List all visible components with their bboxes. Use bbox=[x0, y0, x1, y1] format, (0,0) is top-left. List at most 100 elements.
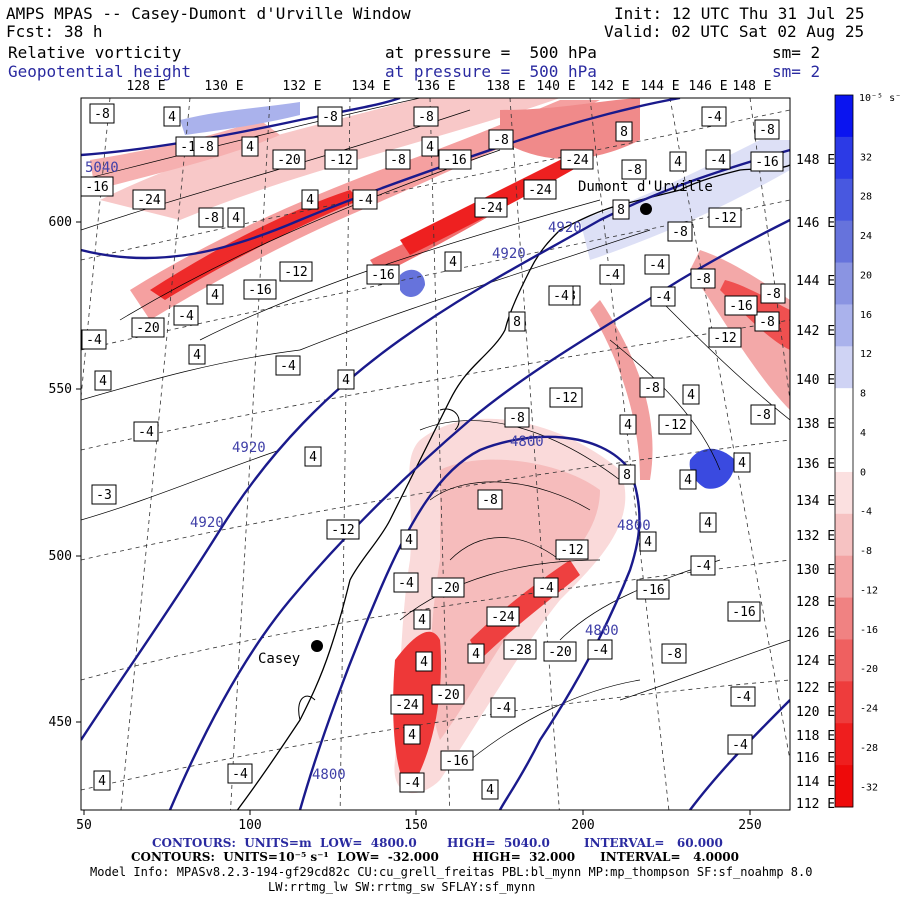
vorticity-label-frame bbox=[421, 136, 439, 157]
vorticity-label-box: 4 bbox=[163, 106, 181, 127]
vorticity-label-box: -16 bbox=[243, 279, 277, 300]
vorticity-label-box: 4 bbox=[337, 369, 355, 390]
vorticity-label-box: 4 bbox=[619, 414, 637, 435]
vorticity-label-frame bbox=[615, 121, 633, 142]
vorticity-label-box: -8 bbox=[504, 407, 530, 428]
vorticity-label-text: -16 bbox=[755, 155, 778, 170]
vorticity-label-text: -8 bbox=[644, 381, 660, 396]
vorticity-shade-6 bbox=[500, 98, 640, 159]
left-y-label: 450 bbox=[49, 715, 72, 730]
vorticity-label-text: 4 bbox=[418, 613, 426, 628]
vorticity-label-frame bbox=[658, 414, 692, 435]
vorticity-label-box: -24 bbox=[390, 694, 424, 715]
vorticity-label-box: -20 bbox=[131, 317, 165, 338]
colorbar-label: -20 bbox=[860, 664, 878, 675]
vorticity-label-frame bbox=[621, 159, 647, 180]
vorticity-label-box: -4 bbox=[727, 734, 753, 755]
vorticity-label-text: -24 bbox=[565, 153, 589, 168]
vorticity-label-box: -4 bbox=[587, 639, 613, 660]
parallel-line-6 bbox=[81, 109, 790, 261]
colorbar-swatch bbox=[835, 681, 853, 724]
right-lon-label: 122 E bbox=[796, 681, 835, 696]
vorticity-label-frame bbox=[754, 119, 780, 140]
vorticity-label-text: -4 bbox=[232, 767, 248, 782]
height-contour-5 bbox=[298, 435, 641, 810]
vorticity-label-text: -4 bbox=[604, 268, 620, 283]
vorticity-label-text: -28 bbox=[508, 643, 531, 658]
top-lon-label: 138 E bbox=[486, 79, 525, 94]
vorticity-label-box: -4 bbox=[227, 763, 253, 784]
vorticity-label-text: -4 bbox=[495, 701, 511, 716]
model-physics: LW:rrtmg_lw SW:rrtmg_sw SFLAY:sf_mynn bbox=[268, 880, 536, 894]
vorticity-label-frame bbox=[163, 106, 181, 127]
vorticity-label-box: -4 bbox=[599, 264, 625, 285]
vorticity-label-text: -8 bbox=[482, 493, 498, 508]
vorticity-label-frame bbox=[474, 197, 508, 218]
dumont-station-marker bbox=[640, 203, 652, 215]
vorticity-label-text: -8 bbox=[493, 133, 509, 148]
height-label: 4920 bbox=[548, 220, 582, 236]
vorticity-label-frame bbox=[730, 686, 756, 707]
meridian-line-3 bbox=[230, 98, 271, 810]
vorticity-shade-2 bbox=[130, 100, 600, 320]
vorticity-label-frame bbox=[587, 639, 613, 660]
vorticity-contour-13 bbox=[469, 679, 641, 761]
vorticity-label-frame bbox=[93, 770, 111, 791]
vorticity-label-box: -20 bbox=[431, 684, 465, 705]
vorticity-label-box: 8 bbox=[508, 311, 526, 332]
right-lon-label: 124 E bbox=[796, 654, 835, 669]
valid-time: Valid: 02 UTC Sat 02 Aug 25 bbox=[604, 22, 865, 41]
parallel-line-2 bbox=[81, 319, 790, 451]
vorticity-label-box: -8 bbox=[750, 404, 776, 425]
height-label: 4800 bbox=[585, 623, 619, 639]
vorticity-label-frame bbox=[690, 555, 716, 576]
field1-sm: sm= 2 bbox=[772, 43, 821, 62]
vorticity-label-frame bbox=[393, 572, 419, 593]
right-lon-label: 128 E bbox=[796, 595, 835, 610]
vorticity-label-frame bbox=[533, 577, 559, 598]
vorticity-label-text: 4 bbox=[420, 655, 428, 670]
colorbar-swatch bbox=[835, 178, 853, 222]
vorticity-label-frame bbox=[352, 189, 378, 210]
vorticity-label-box: -4 bbox=[548, 285, 574, 306]
vorticity-contour-10 bbox=[609, 339, 721, 471]
vorticity-label-text: -4 bbox=[357, 193, 373, 208]
right-lon-label: 130 E bbox=[796, 563, 835, 578]
dumont-station-label: Dumont d'Urville bbox=[578, 179, 713, 195]
vorticity-shade-16 bbox=[689, 448, 735, 489]
vorticity-label-box: -8 bbox=[754, 311, 780, 332]
right-lon-label: 136 E bbox=[796, 457, 835, 472]
vorticity-label-box: 4 bbox=[679, 469, 697, 490]
vorticity-label-box: -4 bbox=[650, 286, 676, 307]
vorticity-label-text: -8 bbox=[759, 315, 775, 330]
vorticity-label-frame bbox=[431, 684, 465, 705]
vorticity-label-text: -4 bbox=[695, 559, 711, 574]
vorticity-label-frame bbox=[724, 295, 758, 316]
vorticity-label-box: 4 bbox=[669, 151, 687, 172]
vorticity-label-box: -8 bbox=[198, 207, 224, 228]
vorticity-label-frame bbox=[503, 639, 537, 660]
vorticity-label-text: 4 bbox=[486, 783, 494, 798]
vorticity-label-box: -8 bbox=[690, 268, 716, 289]
colorbar-label: 12 bbox=[860, 349, 872, 360]
vorticity-label-box: 4 bbox=[93, 770, 111, 791]
colorbar-swatch bbox=[835, 639, 853, 682]
vorticity-label-text: 8 bbox=[620, 125, 628, 140]
init-time: Init: 12 UTC Thu 31 Jul 25 bbox=[614, 4, 865, 23]
vorticity-label-frame bbox=[488, 129, 514, 150]
height-contour-interval: INTERVAL= 60.000 bbox=[584, 836, 723, 850]
colorbar-label: -4 bbox=[860, 507, 872, 518]
vorticity-label-frame bbox=[733, 452, 751, 473]
vorticity-label-frame bbox=[708, 327, 742, 348]
vorticity-contour-15 bbox=[81, 349, 301, 401]
vorticity-label-frame bbox=[413, 609, 431, 630]
colorbar-swatch bbox=[835, 513, 853, 557]
vorticity-contour-1 bbox=[81, 98, 421, 181]
vorticity-label-box: 4 bbox=[304, 446, 322, 467]
vorticity-label-frame bbox=[301, 189, 319, 210]
vorticity-label-box: -12 bbox=[708, 327, 742, 348]
right-lon-label: 112 E bbox=[796, 797, 835, 812]
top-lon-label: 146 E bbox=[688, 79, 727, 94]
vorticity-label-box: -28 bbox=[503, 639, 537, 660]
vorticity-label-text: -12 bbox=[554, 391, 577, 406]
